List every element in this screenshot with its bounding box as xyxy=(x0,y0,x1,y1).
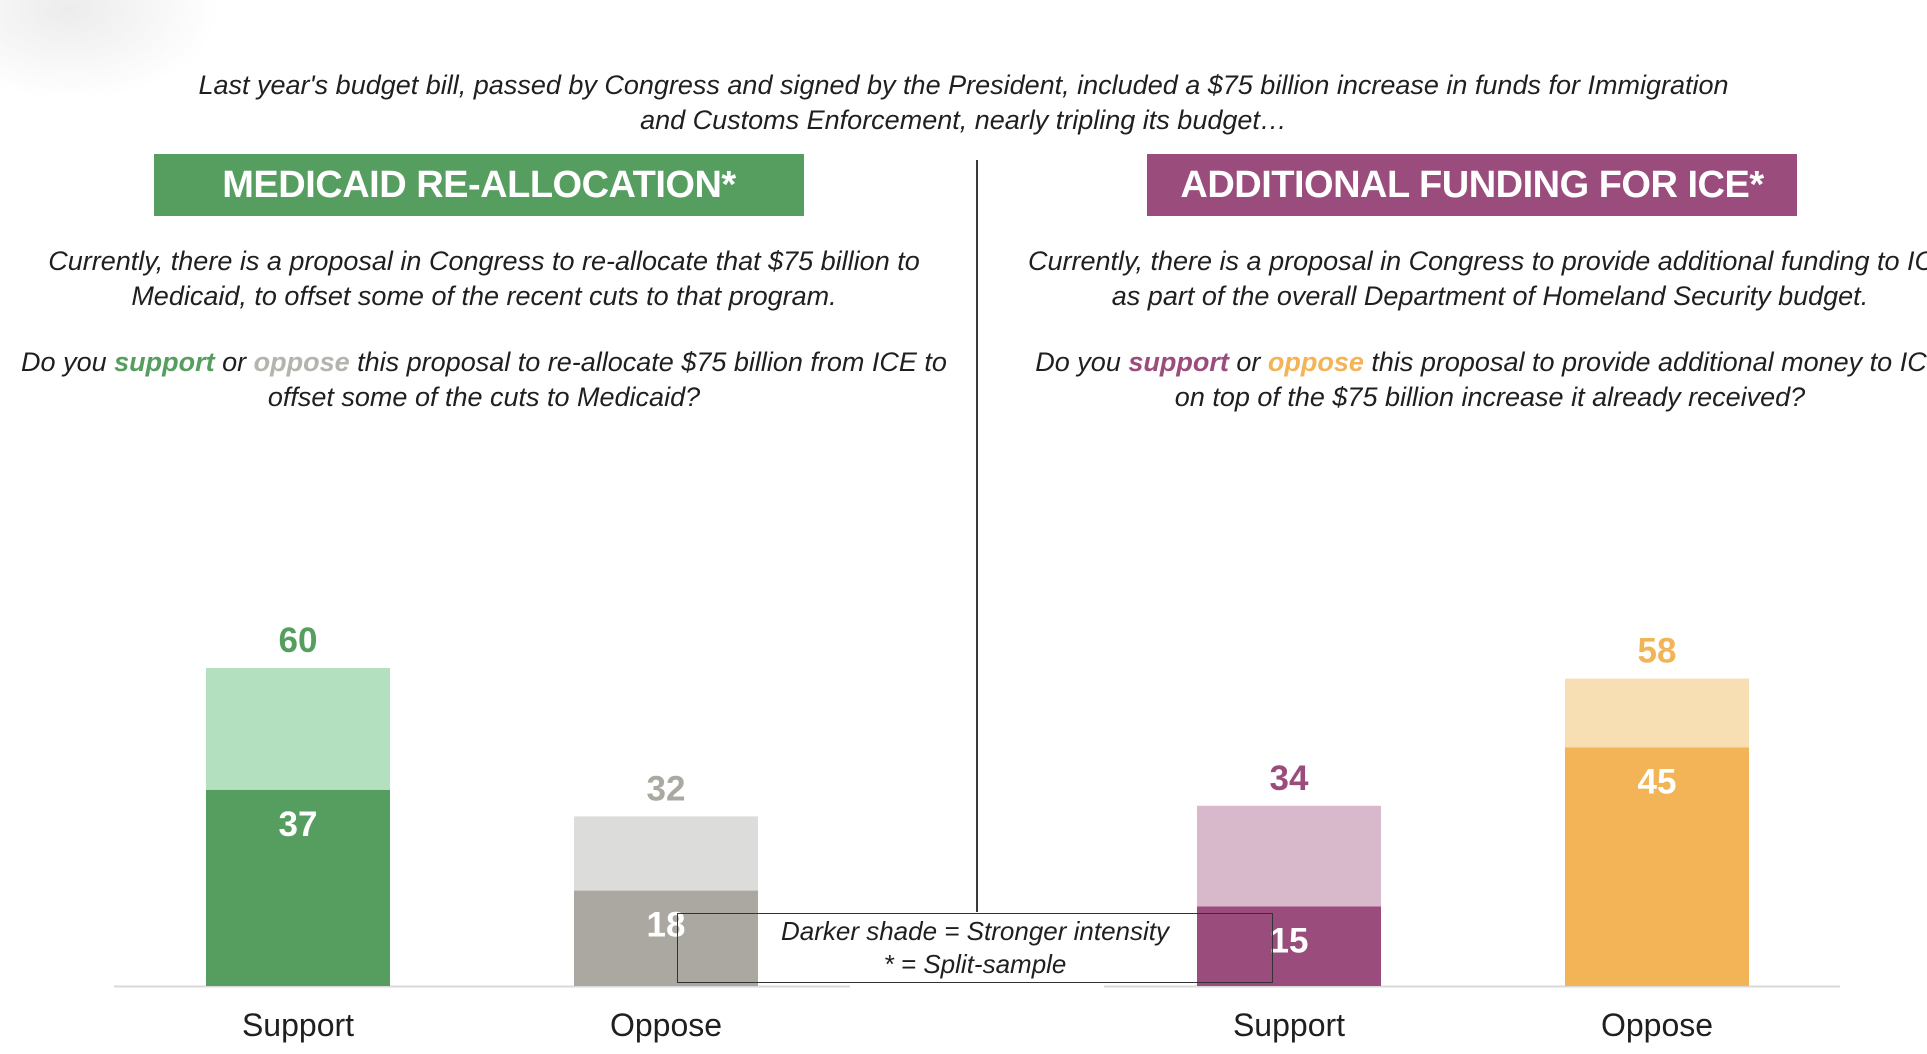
category-label-oppose: Oppose xyxy=(610,1007,722,1043)
label-oppose-strong: 18 xyxy=(647,906,686,945)
question-before: Do you xyxy=(21,347,115,377)
intro-text: Last year's budget bill, passed by Congr… xyxy=(198,70,1729,135)
panel-divider xyxy=(976,160,978,912)
legend-box: Darker shade = Stronger intensity * = Sp… xyxy=(677,913,1273,983)
question-after: this proposal to provide additional mone… xyxy=(1174,347,1927,412)
label-oppose-strong: 45 xyxy=(1638,763,1677,802)
label-support-strong: 37 xyxy=(279,805,318,844)
question-support-word: support xyxy=(1128,347,1229,377)
legend-intensity-note: Darker shade = Stronger intensity xyxy=(780,916,1170,946)
question-mid: or xyxy=(214,347,254,377)
category-label-support: Support xyxy=(1233,1007,1345,1043)
question-mid: or xyxy=(1228,347,1268,377)
question-before: Do you xyxy=(1035,347,1129,377)
category-label-oppose: Oppose xyxy=(1601,1007,1713,1043)
chart-ice: 34 15 Support 58 45 Oppose xyxy=(1104,632,1840,1043)
bar-oppose-strong xyxy=(574,890,758,986)
question-support-word: support xyxy=(114,347,215,377)
label-support-total: 34 xyxy=(1270,759,1309,798)
bar-support-somewhat xyxy=(206,668,390,790)
description-medicaid: Currently, there is a proposal in Congre… xyxy=(48,246,920,311)
corner-shadow xyxy=(0,0,220,100)
question-oppose-word: oppose xyxy=(253,347,350,377)
legend-split-sample-note: * = Split-sample xyxy=(883,949,1067,979)
bar-oppose-somewhat xyxy=(1565,678,1749,748)
bar-support-somewhat xyxy=(1197,805,1381,907)
bar-support-strong xyxy=(206,789,390,986)
category-label-support: Support xyxy=(242,1007,354,1043)
bar-oppose-strong xyxy=(1565,747,1749,986)
banner-medicaid: MEDICAID RE-ALLOCATION* xyxy=(154,154,804,216)
question-ice: Do you support or oppose this proposal t… xyxy=(1020,345,1927,415)
description-ice: Currently, there is a proposal in Congre… xyxy=(1027,246,1927,311)
chart-medicaid: 60 37 Support 32 18 Oppose xyxy=(114,621,850,1043)
question-after: this proposal to re-allocate $75 billion… xyxy=(267,347,947,412)
label-support-strong: 15 xyxy=(1270,922,1309,961)
bar-support-strong xyxy=(1197,906,1381,986)
bar-oppose-somewhat xyxy=(574,816,758,891)
label-oppose-total: 32 xyxy=(647,769,686,808)
label-support-total: 60 xyxy=(279,621,318,660)
banner-ice: ADDITIONAL FUNDING FOR ICE* xyxy=(1147,154,1797,216)
question-medicaid: Do you support or oppose this proposal t… xyxy=(14,345,954,415)
question-oppose-word: oppose xyxy=(1267,347,1364,377)
label-oppose-total: 58 xyxy=(1638,632,1677,671)
